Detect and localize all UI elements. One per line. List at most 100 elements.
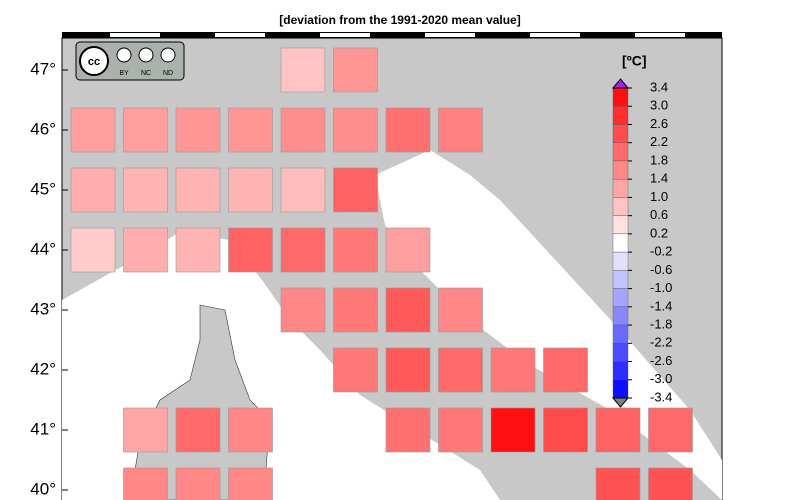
- license-badge: cc BY NC ND: [75, 41, 185, 81]
- grid-cell: [648, 407, 693, 453]
- latitude-label: 44°: [30, 239, 56, 258]
- grid-cell: [333, 167, 378, 213]
- grid-cell: [385, 407, 431, 453]
- grid-cell: [438, 347, 483, 393]
- colorbar-step: [612, 215, 629, 235]
- grid-cell: [490, 407, 536, 453]
- colorbar-step: [612, 379, 629, 399]
- colorbar-step: [612, 178, 629, 198]
- grid-cell: [280, 47, 326, 93]
- colorbar-label: 0.6: [650, 207, 668, 222]
- colorbar-label: -0.2: [650, 244, 672, 259]
- grid-cell: [490, 347, 536, 393]
- colorbar-label: -0.6: [650, 262, 672, 277]
- grid-cell: [228, 167, 273, 213]
- colorbar-step: [612, 124, 629, 143]
- colorbar-step: [612, 343, 629, 362]
- grid-cell: [438, 407, 483, 453]
- latitude-label: 47°: [30, 59, 56, 78]
- latitude-label: 43°: [30, 299, 56, 318]
- grid-cell: [333, 347, 378, 393]
- latitude-label: 45°: [30, 179, 56, 198]
- colorbar-cap: [611, 397, 630, 408]
- grid-cell: [70, 227, 116, 273]
- grid-cell: [595, 407, 641, 453]
- colorbar-label: -3.0: [650, 371, 672, 386]
- colorbar-label: -1.0: [650, 280, 672, 295]
- latitude-labels: 47° 46° 45° 44° 43° 42° 41° 40°: [30, 59, 68, 498]
- colorbar-step: [612, 288, 629, 308]
- top-ticks: [62, 32, 722, 38]
- svg-text:cc: cc: [88, 56, 100, 68]
- latitude-label: 46°: [30, 119, 56, 138]
- grid-cell: [280, 107, 326, 153]
- colorbar-label: 3.4: [650, 79, 668, 94]
- grid-cell: [123, 467, 168, 500]
- colorbar-step: [612, 251, 629, 271]
- colorbar-label: -1.8: [650, 316, 672, 331]
- colorbar-label: 1.4: [650, 171, 668, 186]
- grid-cell: [438, 287, 483, 333]
- colorbar-step: [612, 160, 629, 180]
- latitude-label: 40°: [30, 479, 56, 498]
- colorbar-label: -2.2: [650, 335, 672, 350]
- grid-cell: [175, 167, 221, 213]
- grid-cell: [385, 107, 431, 153]
- colorbar-step: [612, 233, 629, 253]
- license-label: NC: [141, 70, 151, 77]
- grid-cell: [333, 47, 378, 93]
- grid-cell: [543, 347, 588, 393]
- grid-cell: [385, 287, 431, 333]
- colorbar-label: -1.4: [650, 298, 672, 313]
- grid-cell: [70, 107, 116, 153]
- grid-cell: [175, 467, 221, 500]
- colorbar-label: 1.0: [650, 189, 668, 204]
- colorbar-step: [612, 270, 629, 289]
- colorbar-step: [612, 87, 629, 107]
- grid-cell: [175, 227, 221, 273]
- colorbar-label: 3.0: [650, 98, 668, 113]
- grid-cell: [175, 407, 221, 453]
- colorbar-cap: [611, 78, 630, 89]
- grid-cell: [648, 467, 693, 500]
- grid-cell: [123, 227, 168, 273]
- grid-cell: [280, 227, 326, 273]
- grid-cell: [280, 167, 326, 213]
- grid-cell: [175, 107, 221, 153]
- grid-cell: [123, 167, 168, 213]
- colorbar-label: 0.2: [650, 225, 668, 240]
- colorbar-label: 1.8: [650, 152, 668, 167]
- grid-cell: [438, 107, 483, 153]
- grid-cell: [123, 407, 168, 453]
- colorbar-step: [612, 361, 629, 380]
- colorbar-label: -3.4: [650, 389, 672, 404]
- colorbar-step: [612, 142, 629, 162]
- grid-cell: [385, 227, 431, 273]
- colorbar-step: [612, 106, 629, 125]
- cells: [70, 47, 693, 500]
- colorbar-unit: [ºC]: [622, 53, 647, 69]
- colorbar-step: [612, 324, 629, 344]
- map-title: [deviation from the 1991-2020 mean value…: [279, 13, 520, 27]
- license-label: BY: [119, 70, 129, 77]
- grid-cell: [543, 407, 588, 453]
- grid-cell: [333, 107, 378, 153]
- grid-cell: [333, 287, 378, 333]
- grid-cell: [228, 467, 273, 500]
- colorbar-step: [612, 197, 629, 216]
- latitude-label: 42°: [30, 359, 56, 378]
- colorbar-step: [612, 306, 629, 326]
- grid-cell: [280, 287, 326, 333]
- grid-cell: [228, 107, 273, 153]
- grid-cell: [70, 167, 116, 213]
- colorbar-label: -2.6: [650, 353, 672, 368]
- latitude-label: 41°: [30, 419, 56, 438]
- colorbar: [ºC] 3.4 3.0 2.6 2.2 1.8 1.4 1.0 0.6 0.2 -0.2 -0.6…: [611, 53, 672, 408]
- grid-cell: [385, 347, 431, 393]
- grid-cell: [228, 407, 273, 453]
- grid-cell: [595, 467, 641, 500]
- grid-cell: [123, 107, 168, 153]
- license-label: ND: [163, 70, 173, 77]
- colorbar-label: 2.6: [650, 116, 668, 131]
